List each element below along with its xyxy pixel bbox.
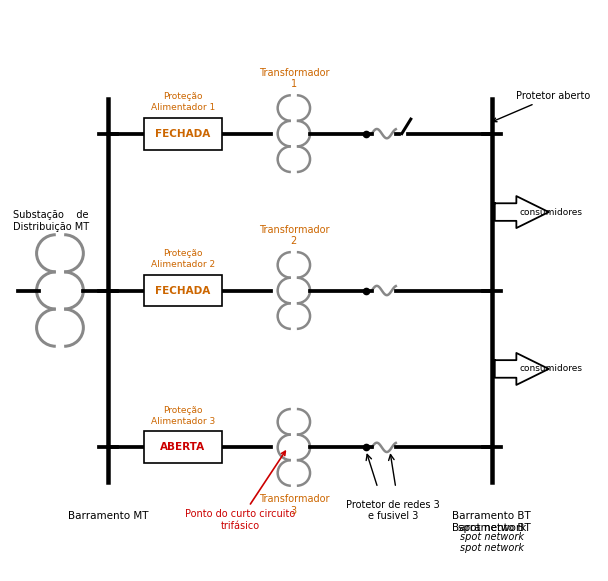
Text: Transformador
2: Transformador 2: [258, 225, 329, 246]
FancyBboxPatch shape: [144, 275, 222, 307]
Text: Transformador
1: Transformador 1: [258, 68, 329, 89]
FancyBboxPatch shape: [144, 431, 222, 464]
Text: Barramento MT: Barramento MT: [67, 511, 148, 521]
Text: Proteção
Alimentador 1: Proteção Alimentador 1: [151, 92, 215, 112]
Text: consumidores: consumidores: [519, 207, 582, 217]
Text: Proteção
Alimentador 2: Proteção Alimentador 2: [151, 249, 215, 269]
Text: Proteção
Alimentador 3: Proteção Alimentador 3: [151, 406, 215, 425]
Text: Protetor aberto: Protetor aberto: [492, 91, 590, 122]
Text: Barramento BT: Barramento BT: [452, 523, 531, 533]
FancyBboxPatch shape: [144, 117, 222, 150]
Text: consumidores: consumidores: [519, 364, 582, 374]
Text: spot network: spot network: [460, 532, 523, 541]
Text: Protetor de redes 3
e fusivel 3: Protetor de redes 3 e fusivel 3: [346, 500, 440, 521]
Text: Barramento BT
spot network: Barramento BT spot network: [452, 511, 531, 533]
Text: spot network: spot network: [460, 543, 523, 553]
Text: ABERTA: ABERTA: [161, 442, 206, 453]
Text: FECHADA: FECHADA: [155, 285, 210, 296]
Text: FECHADA: FECHADA: [155, 128, 210, 139]
Text: Ponto do curto circuito
trifásico: Ponto do curto circuito trifásico: [185, 451, 295, 530]
Text: Transformador
3: Transformador 3: [258, 494, 329, 516]
Text: Substação    de
Distribuição MT: Substação de Distribuição MT: [13, 210, 89, 232]
